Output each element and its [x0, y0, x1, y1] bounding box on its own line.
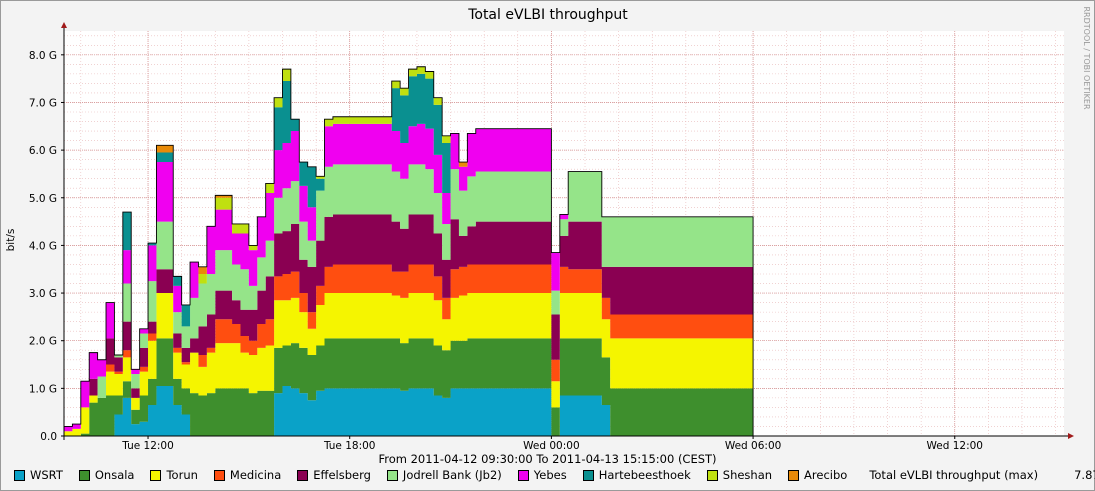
series-area-onsala — [64, 338, 762, 436]
legend-item-sheshan: Sheshan — [706, 468, 773, 482]
rrdtool-watermark: RRDTOOL / TOBI OETIKER — [1082, 6, 1091, 109]
y-axis-arrow — [61, 22, 67, 28]
series-area-wsrt — [64, 385, 762, 436]
legend-label: Onsala — [94, 468, 135, 482]
chart-title: Total eVLBI throughput — [467, 7, 628, 23]
legend-swatch — [14, 469, 25, 481]
legend-label: WSRT — [30, 468, 63, 482]
legend-swatch — [297, 469, 309, 481]
legend-item-yebes: Yebes — [517, 468, 567, 482]
series-area-torun — [64, 293, 762, 436]
legend-item-medicina: Medicina — [213, 468, 282, 482]
legend: WSRT Onsala Torun Medicina Effelsberg Jodrell… — [14, 467, 1095, 483]
y-tick-label: 0.0 — [40, 431, 57, 443]
legend-total-label: Total eVLBI throughput (max) — [869, 468, 1039, 482]
series-area-jodrell-bank-jb2- — [64, 164, 762, 436]
legend-label: Arecibo — [804, 468, 848, 482]
legend-swatch — [517, 469, 529, 481]
legend-item-wsrt: WSRT — [14, 468, 63, 482]
legend-swatch — [788, 469, 800, 481]
legend-label: Sheshan — [722, 468, 773, 482]
legend-item-effelsberg: Effelsberg — [297, 468, 371, 482]
legend-item-jodrell-bank-jb2-: Jodrell Bank (Jb2) — [386, 468, 502, 482]
y-tick-label: 2.0 G — [29, 336, 57, 348]
y-tick-label: 3.0 G — [29, 288, 57, 300]
x-tick-label: Tue 18:00 — [323, 440, 376, 452]
x-tick-label: Wed 00:00 — [523, 440, 580, 452]
legend-label: Medicina — [229, 468, 282, 482]
x-tick-label: Tue 12:00 — [121, 440, 174, 452]
legend-label: Jodrell Bank (Jb2) — [402, 468, 502, 482]
legend-label: Hartebeesthoek — [598, 468, 691, 482]
legend-item-hartebeesthoek: Hartebeesthoek — [582, 468, 691, 482]
legend-label: Torun — [166, 468, 198, 482]
y-tick-label: 6.0 G — [29, 145, 57, 157]
y-tick-label: 7.0 G — [29, 97, 57, 109]
time-range-label: From 2011-04-12 09:30:00 To 2011-04-13 1… — [378, 452, 717, 466]
legend-label: Yebes — [533, 468, 567, 482]
legend-item-onsala: Onsala — [78, 468, 135, 482]
y-tick-label: 5.0 G — [29, 193, 57, 205]
legend-item-torun: Torun — [150, 468, 198, 482]
y-axis-label: bit/s — [5, 229, 17, 252]
legend-total-max-value: 7.87 G — [1074, 468, 1095, 482]
legend-swatch — [78, 469, 90, 481]
x-tick-label: Wed 12:00 — [927, 440, 984, 452]
x-tick-label: Wed 06:00 — [725, 440, 782, 452]
legend-swatch — [213, 469, 225, 481]
total-throughput-line — [64, 66, 762, 437]
legend-swatch — [582, 469, 594, 481]
series-area-effelsberg — [64, 214, 762, 436]
legend-swatch — [386, 469, 398, 481]
legend-item-arecibo: Arecibo — [788, 468, 847, 482]
y-tick-label: 8.0 G — [29, 50, 57, 62]
legend-swatch — [150, 469, 162, 481]
legend-label: Effelsberg — [313, 468, 371, 482]
y-tick-label: 4.0 G — [29, 240, 57, 252]
y-tick-label: 1.0 G — [29, 383, 57, 395]
x-axis-arrow — [1068, 433, 1074, 439]
legend-swatch — [706, 469, 718, 481]
